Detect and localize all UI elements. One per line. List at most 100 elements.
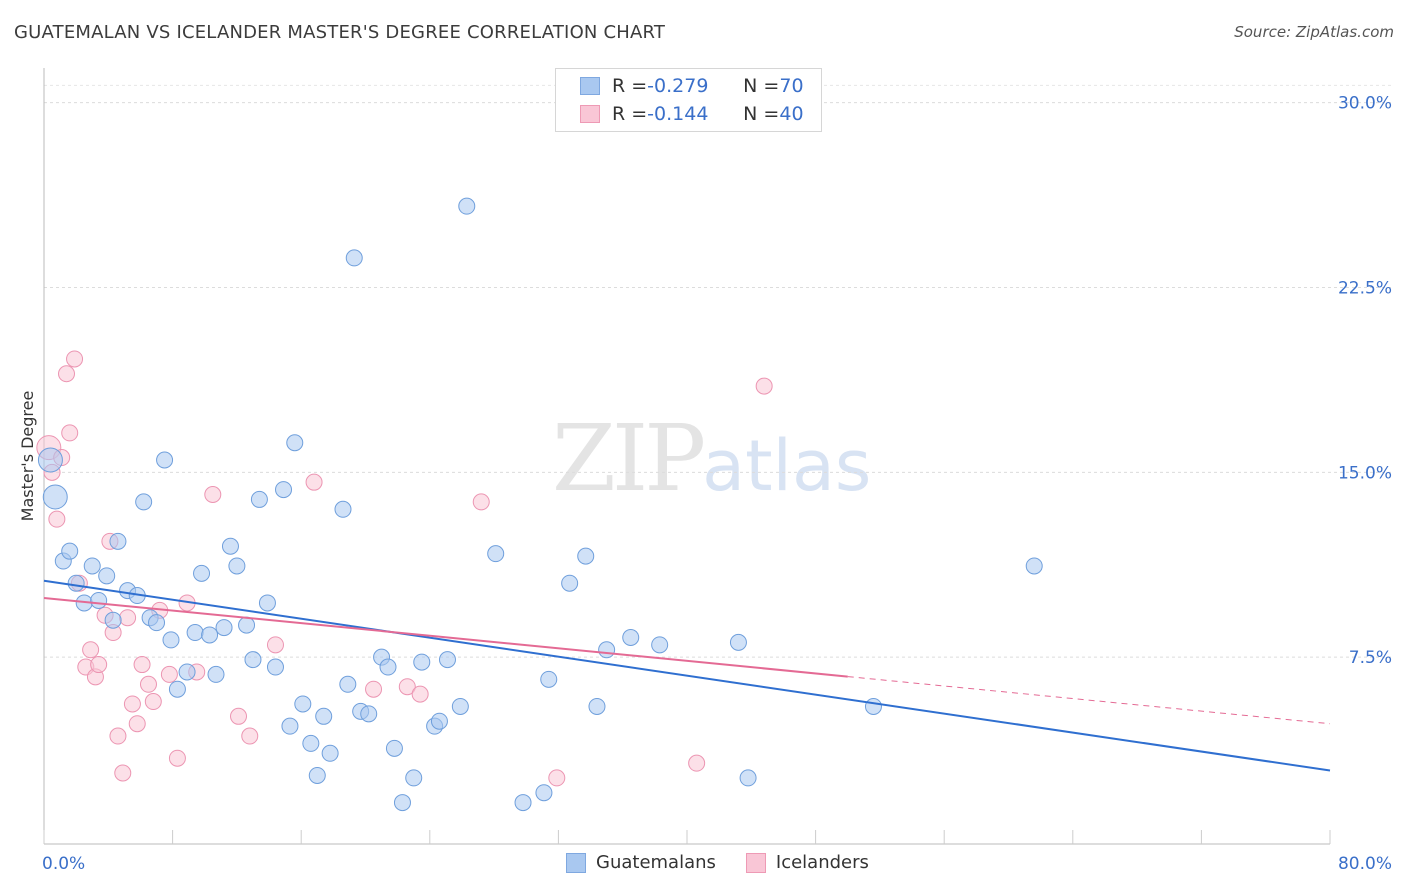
point-icelanders bbox=[230, 707, 248, 725]
point-icelanders bbox=[168, 749, 186, 767]
y-axis-label: Master's Degree bbox=[18, 391, 37, 522]
point-guatemalans bbox=[294, 695, 312, 713]
point-guatemalans bbox=[379, 658, 397, 676]
trendline-guatemalans bbox=[43, 579, 1331, 772]
stats-legend-row-icelanders: R = -0.144 N = 40 bbox=[580, 102, 804, 126]
r-value: -0.279 bbox=[647, 75, 709, 97]
point-guatemalans bbox=[250, 490, 268, 508]
point-guatemalans bbox=[156, 451, 174, 469]
legend-label-icelanders: Icelanders bbox=[775, 852, 869, 873]
point-guatemalans bbox=[451, 697, 469, 715]
legend-swatch-guatemalans bbox=[566, 852, 586, 873]
watermark: ZIPatlas bbox=[552, 405, 871, 512]
trendline-icelanders-extension bbox=[847, 676, 1331, 725]
point-icelanders bbox=[398, 678, 416, 696]
y-tick-label: 7.5% bbox=[1349, 648, 1392, 668]
point-guatemalans bbox=[651, 636, 669, 654]
point-guatemalans bbox=[487, 545, 505, 563]
legend-swatch-icelanders bbox=[745, 852, 766, 873]
series-legend: Guatemalans Icelanders bbox=[566, 852, 899, 873]
y-tick-label: 30.0% bbox=[1338, 94, 1392, 114]
point-guatemalans bbox=[104, 611, 122, 629]
r-value: -0.144 bbox=[647, 103, 709, 125]
r-label: R = bbox=[612, 103, 648, 125]
source-credit: Source: ZipAtlas.com bbox=[1234, 23, 1394, 41]
point-icelanders bbox=[128, 715, 146, 733]
point-guatemalans bbox=[308, 766, 326, 784]
legend-item-guatemalans[interactable]: Guatemalans bbox=[566, 852, 716, 873]
point-icelanders bbox=[139, 675, 157, 693]
point-guatemalans bbox=[42, 484, 68, 510]
point-guatemalans bbox=[339, 675, 357, 693]
x-tick-label: 0.0% bbox=[42, 854, 85, 874]
point-guatemalans bbox=[258, 594, 276, 612]
point-guatemalans bbox=[286, 434, 304, 452]
point-guatemalans bbox=[281, 717, 299, 735]
stats-legend: R = -0.279 N = 70 R = -0.144 N = 40 bbox=[555, 68, 822, 132]
point-guatemalans bbox=[228, 557, 246, 575]
point-icelanders bbox=[144, 693, 162, 711]
point-guatemalans bbox=[739, 769, 757, 787]
point-icelanders bbox=[82, 641, 100, 659]
point-icelanders bbox=[58, 365, 76, 383]
point-guatemalans bbox=[535, 784, 553, 802]
point-guatemalans bbox=[561, 574, 579, 592]
point-guatemalans bbox=[61, 542, 79, 560]
point-guatemalans bbox=[1025, 557, 1043, 575]
point-guatemalans bbox=[405, 769, 423, 787]
point-guatemalans bbox=[598, 641, 616, 659]
legend-swatch-guatemalans bbox=[580, 77, 600, 95]
point-icelanders bbox=[548, 769, 566, 787]
point-icelanders bbox=[688, 754, 706, 772]
point-guatemalans bbox=[148, 614, 166, 632]
point-guatemalans bbox=[458, 197, 476, 215]
point-guatemalans bbox=[302, 734, 320, 752]
point-guatemalans bbox=[266, 658, 284, 676]
point-icelanders bbox=[133, 656, 151, 674]
y-tick-label: 15.0% bbox=[1338, 463, 1392, 483]
point-icelanders bbox=[755, 377, 773, 395]
point-guatemalans bbox=[315, 707, 333, 725]
point-icelanders bbox=[123, 695, 141, 713]
point-guatemalans bbox=[221, 537, 239, 555]
point-icelanders bbox=[365, 680, 383, 698]
point-icelanders bbox=[204, 486, 222, 504]
point-guatemalans bbox=[201, 626, 219, 644]
point-icelanders bbox=[160, 665, 178, 683]
point-icelanders bbox=[66, 350, 84, 368]
point-icelanders bbox=[472, 493, 490, 511]
point-guatemalans bbox=[334, 500, 352, 518]
point-guatemalans bbox=[244, 651, 262, 669]
point-guatemalans bbox=[588, 697, 606, 715]
watermark-zip: ZIP bbox=[552, 405, 706, 512]
point-guatemalans bbox=[109, 532, 127, 550]
point-guatemalans bbox=[345, 249, 363, 267]
point-guatemalans bbox=[577, 547, 595, 565]
point-guatemalans bbox=[193, 564, 211, 582]
point-guatemalans bbox=[864, 697, 882, 715]
point-icelanders bbox=[109, 727, 127, 745]
point-guatemalans bbox=[321, 744, 339, 762]
trendline-icelanders bbox=[43, 597, 848, 678]
point-icelanders bbox=[61, 424, 79, 442]
watermark-atlas: atlas bbox=[702, 425, 872, 507]
n-label: N = bbox=[743, 103, 780, 125]
point-guatemalans bbox=[385, 739, 403, 757]
legend-item-icelanders[interactable]: Icelanders bbox=[745, 852, 869, 873]
point-guatemalans bbox=[178, 663, 196, 681]
point-guatemalans bbox=[275, 481, 293, 499]
point-guatemalans bbox=[729, 633, 747, 651]
legend-swatch-icelanders bbox=[580, 105, 600, 123]
point-guatemalans bbox=[135, 493, 153, 511]
point-icelanders bbox=[90, 656, 108, 674]
point-icelanders bbox=[119, 609, 137, 627]
chart-title: GUATEMALAN VS ICELANDER MASTER'S DEGREE … bbox=[14, 22, 666, 43]
point-guatemalans bbox=[168, 680, 186, 698]
point-guatemalans bbox=[67, 574, 85, 592]
n-label: N = bbox=[743, 75, 780, 97]
point-icelanders bbox=[241, 727, 259, 745]
n-value: 40 bbox=[779, 103, 804, 125]
n-value: 70 bbox=[779, 75, 804, 97]
stats-legend-row-guatemalans: R = -0.279 N = 70 bbox=[580, 74, 804, 98]
